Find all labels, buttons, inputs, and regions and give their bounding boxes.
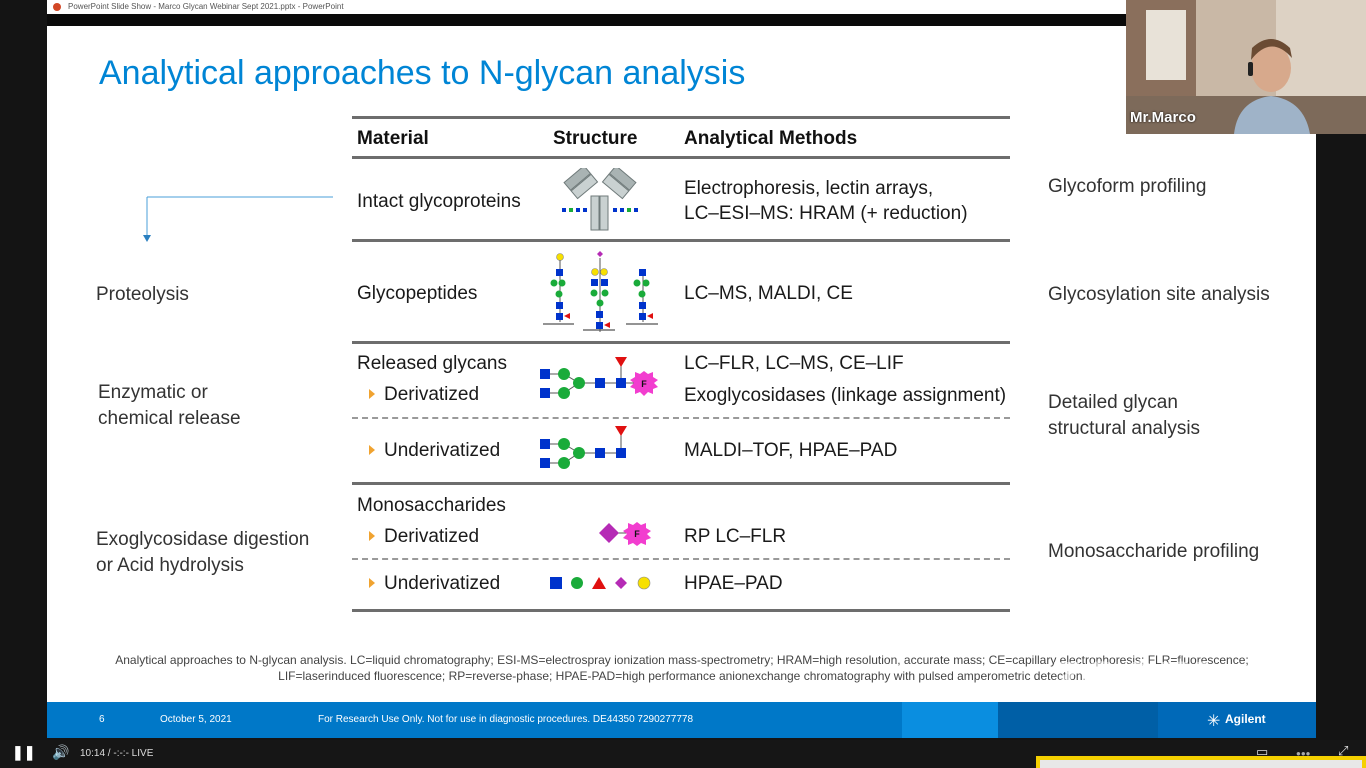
material-mono: Monosaccharides: [357, 495, 506, 516]
agilent-spark-icon: ✳: [1207, 713, 1221, 730]
outcome-glycoform: Glycoform profiling: [1048, 176, 1207, 197]
released-derivatized: Derivatized: [369, 384, 479, 406]
powerpoint-icon: [53, 3, 61, 11]
table-rule: [352, 341, 1010, 344]
methods-released-2: Exoglycosidases (linkage assignment): [684, 385, 1007, 406]
header-material: Material: [357, 128, 429, 149]
glycopeptide-structures: [543, 251, 658, 332]
step-release-1: Enzymatic or: [98, 382, 208, 403]
header-structure: Structure: [553, 128, 638, 149]
window-titlebar: PowerPoint Slide Show - Marco Glycan Web…: [47, 0, 1127, 14]
participant-video[interactable]: [1126, 0, 1366, 134]
step-proteolysis: Proteolysis: [96, 284, 189, 305]
glycopeptide-3: [626, 269, 658, 325]
slide-title: Analytical approaches to N-glycan analys…: [99, 54, 746, 92]
outcome-detailed-1: Detailed glycan: [1048, 392, 1178, 413]
methods-released-underivatized: MALDI–TOF, HPAE–PAD: [684, 440, 898, 461]
participant-video-frame: [1126, 0, 1366, 134]
glycopeptide-2: [583, 251, 615, 332]
bullet-arrow-icon: [369, 531, 375, 541]
material-intact: Intact glycoproteins: [357, 191, 521, 212]
footer-disclaimer: For Research Use Only. Not for use in di…: [318, 714, 694, 725]
flow-arrow: [143, 196, 333, 242]
released-underivatized-glycan: [540, 426, 627, 469]
step-release-2: chemical release: [98, 408, 241, 429]
table-rule: [352, 482, 1010, 485]
table-rule: [352, 156, 1010, 159]
page-number: 6: [99, 714, 105, 725]
fluor-label: F: [641, 379, 647, 389]
table-rule-dashed: [352, 417, 1010, 419]
outcome-detailed-2: structural analysis: [1048, 418, 1201, 439]
top-strip: [47, 14, 1127, 26]
settings-icon[interactable]: ●●●: [1296, 749, 1311, 758]
methods-released-1: LC–FLR, LC–MS, CE–LIF: [684, 353, 904, 374]
fullscreen-icon[interactable]: ⤢: [1338, 743, 1349, 758]
step-hydrolysis-2: or Acid hydrolysis: [96, 555, 244, 576]
bullet-arrow-icon: [369, 389, 375, 399]
table-rule-bottom: [352, 609, 1010, 612]
participant-name: Mr.Marco: [1130, 109, 1196, 126]
glycopeptide-1: [543, 253, 574, 325]
volume-icon[interactable]: 🔊: [52, 744, 70, 760]
slide-footer: 6 October 5, 2021 For Research Use Only.…: [47, 702, 1316, 738]
released-underivatized: Underivatized: [369, 440, 500, 462]
antibody-structure: [562, 168, 638, 231]
methods-mono-underivatized: HPAE–PAD: [684, 573, 783, 594]
time-readout: 10:14 / -:-:- LIVE: [80, 748, 154, 759]
footnote: Analytical approaches to N-glycan analys…: [115, 653, 1249, 683]
zoom-watermark: zoom: [1050, 637, 1216, 711]
footer-date: October 5, 2021: [160, 714, 232, 725]
material-glycopeptides: Glycopeptides: [357, 283, 478, 304]
notification-banner[interactable]: [1036, 756, 1366, 768]
released-derivatized-glycan: F: [540, 357, 658, 399]
outcome-site: Glycosylation site analysis: [1048, 284, 1270, 305]
methods-intact-1: Electrophoresis, lectin arrays,: [684, 178, 934, 199]
window-title: PowerPoint Slide Show - Marco Glycan Web…: [68, 2, 344, 11]
slide: Analytical approaches to N-glycan analys…: [47, 26, 1316, 738]
mono-derivatized: Derivatized: [369, 526, 479, 548]
screen-share-icon[interactable]: ▭: [1256, 744, 1269, 759]
methods-intact-2: LC–ESI–MS: HRAM (+ reduction): [684, 203, 968, 224]
outcome-mono: Monosaccharide profiling: [1048, 541, 1260, 562]
monosaccharide-symbols: [550, 576, 651, 590]
mono-underivatized: Underivatized: [369, 573, 500, 595]
play-pause-icon[interactable]: ❚❚: [12, 744, 36, 760]
methods-glycopeptides: LC–MS, MALDI, CE: [684, 283, 853, 304]
fluor-label: F: [634, 529, 640, 539]
table-rule-top: [352, 116, 1010, 119]
methods-mono: RP LC–FLR: [684, 526, 787, 547]
bullet-arrow-icon: [369, 445, 375, 455]
mono-derivatized-structure: F: [599, 522, 651, 546]
bullet-arrow-icon: [369, 578, 375, 588]
agilent-logo: Agilent: [1225, 712, 1266, 726]
material-released: Released glycans: [357, 353, 507, 374]
header-methods: Analytical Methods: [684, 128, 858, 149]
table-rule: [352, 239, 1010, 242]
table-rule-dashed: [352, 558, 1010, 560]
step-hydrolysis-1: Exoglycosidase digestion: [96, 529, 310, 550]
